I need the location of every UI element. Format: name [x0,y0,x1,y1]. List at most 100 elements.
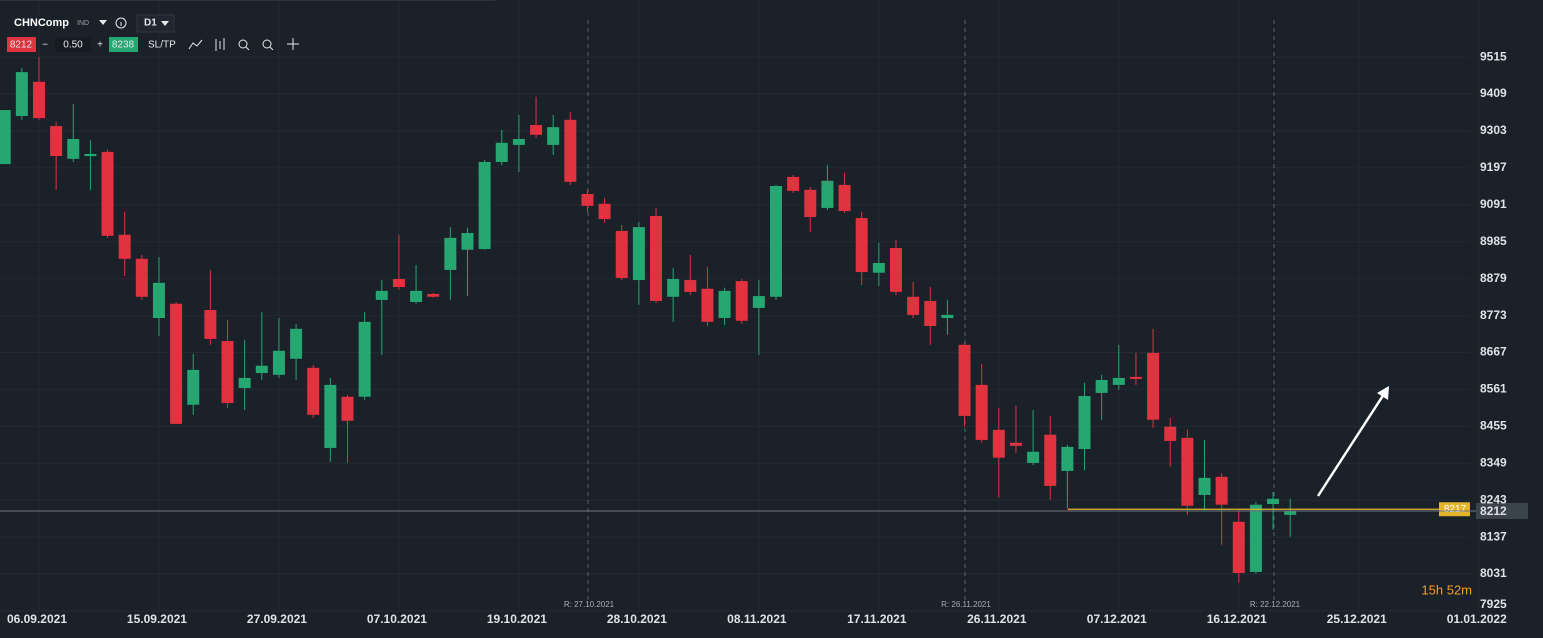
candle-body [152,282,165,319]
candle-body [701,288,714,322]
candle-body [341,396,354,421]
x-tick-label: 01.01.2022 [1447,612,1507,626]
candle-body [410,290,423,302]
candle-body [170,303,183,424]
sell-button[interactable] [7,37,36,52]
candle-body [650,215,663,301]
volume: 0.50 [63,40,83,51]
candle-body [461,233,474,250]
release-markers: R: 27.10.2021 R: 26.11.2021 R: 22.12.202… [564,20,1301,609]
candle-body [804,189,817,218]
x-tick-label: 17.11.2021 [847,612,907,626]
candle-body [1009,442,1022,446]
candle-body [135,258,148,297]
symbol[interactable]: CHNComp [14,17,69,29]
drawn-level-tag [1439,502,1470,517]
candle-body [787,176,800,191]
y-tick-label: 8137 [1480,529,1507,543]
candle-body [855,218,868,273]
y-tick-label: 8031 [1480,566,1507,580]
candle-body [1061,446,1074,471]
candle-body [907,296,920,315]
info-icon[interactable] [115,17,127,29]
candle-body [684,280,697,292]
timeframe-dropdown [161,21,169,26]
candle-body [1181,437,1194,506]
candles [0,57,1297,583]
y-tick-label: 9515 [1480,49,1507,63]
y-tick-label: 8455 [1480,419,1507,433]
candle-body [1267,498,1280,505]
candle-body [1027,451,1040,463]
x-tick-label: 07.10.2021 [367,612,427,626]
candle-body [547,127,560,145]
candle-body [238,377,251,389]
y-tick-label: 8985 [1480,234,1507,248]
zoom-in-handle [269,46,274,51]
y-tick-label: 8879 [1480,271,1507,285]
candle-body [84,153,97,157]
x-tick-label: 15.09.2021 [127,612,187,626]
candle-body [495,142,508,162]
candle-body [581,194,594,206]
pan-icon[interactable] [287,38,299,50]
zoom-out-handle [245,46,250,51]
candle-body [358,321,371,397]
marker-label: R: 22.12.2021 [1250,600,1301,609]
x-tick-label: 27.09.2021 [247,612,307,626]
line-tool-icon[interactable] [188,39,203,50]
y-tick-label: 9091 [1480,197,1507,211]
candle-body [204,310,217,339]
zoom-in-icon[interactable] [262,39,272,49]
candle-body [32,81,45,119]
candle-body [1215,476,1228,505]
x-tick-label: 16.12.2021 [1207,612,1267,626]
ask: 8238 [112,40,135,51]
y-tick-label: 8243 [1480,492,1507,506]
buy-button[interactable] [109,37,138,52]
candle-body [1129,376,1142,379]
candle-body [255,365,268,374]
y-tick-label: 9197 [1480,160,1507,174]
candle-body [324,384,337,448]
candle-body [392,279,405,288]
y-tick-label: 8773 [1480,308,1507,322]
candle-body [975,384,988,440]
volume-box[interactable] [55,37,91,52]
candle-tool-icon[interactable] [215,38,225,51]
x-tick-label: 07.12.2021 [1087,612,1147,626]
marker-label: R: 27.10.2021 [564,600,615,609]
candle-body [889,248,902,292]
candle-body [187,369,200,405]
sltp-button[interactable]: SL/TP [148,40,176,51]
minus-button[interactable]: − [42,40,48,51]
candle-body [735,281,748,321]
y-tick-label: 8667 [1480,345,1507,359]
candle-body [872,262,885,273]
candle-body [1095,380,1108,393]
plus-button[interactable]: + [97,40,103,51]
bid: 8212 [10,40,33,51]
candle-body [615,230,628,278]
candle-body [15,72,28,116]
x-tick-label: 28.10.2021 [607,612,667,626]
candle-body [1044,434,1057,486]
current-price-tag [1476,502,1528,519]
symbol-type: IND [77,20,89,27]
candle-body [838,184,851,212]
symbol-dropdown[interactable] [99,20,107,25]
timeframe-box[interactable] [136,14,175,33]
candle-body [941,314,954,319]
candle-body [444,237,457,270]
x-tick-label: 25.12.2021 [1327,612,1387,626]
candle-body [632,227,645,281]
candle-body [307,367,320,415]
candle-body [1147,352,1160,420]
current-price-label: 8212 [1480,504,1507,518]
candle-body [221,341,234,404]
zoom-out-icon[interactable] [238,39,248,49]
levels: 8217 8212 [0,502,1528,519]
candle-body [1078,396,1091,449]
